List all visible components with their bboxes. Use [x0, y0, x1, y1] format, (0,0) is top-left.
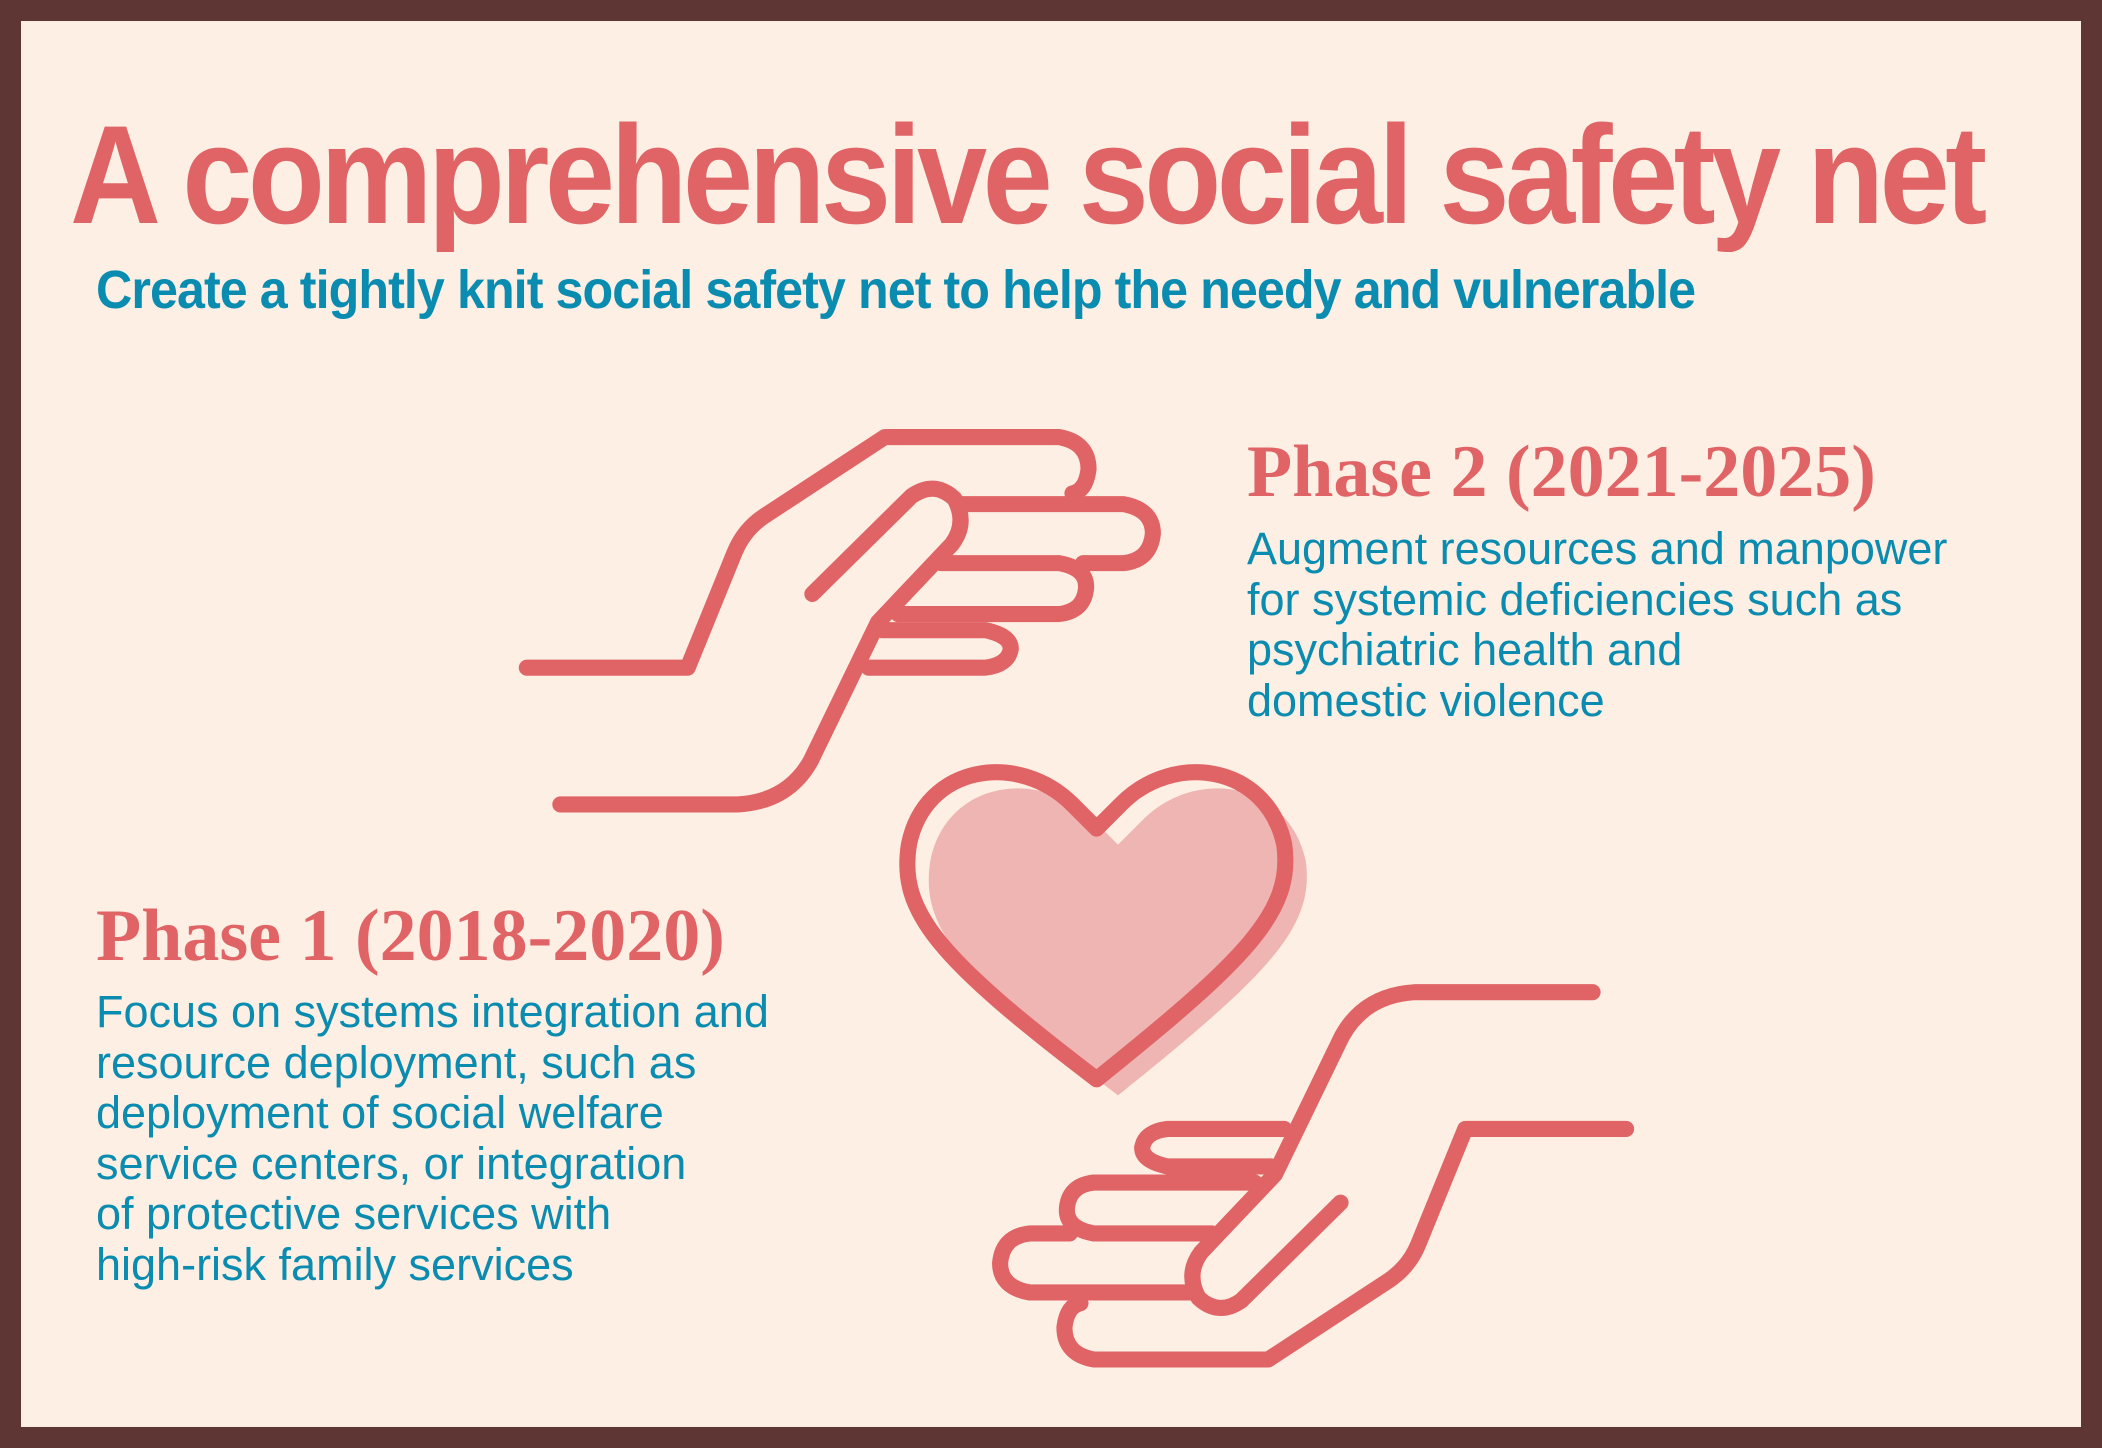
phase2-heading: Phase 2 (2021-2025): [1247, 431, 1876, 513]
phase1-description: Focus on systems integration and resourc…: [96, 986, 769, 1290]
page-title: A comprehensive social safety net: [70, 96, 1987, 253]
phase2-line: domestic violence: [1247, 674, 1605, 726]
phase2-description: Augment resources and manpower for syste…: [1247, 523, 1948, 726]
phase2-line: Augment resources and manpower: [1247, 523, 1948, 574]
phase1-line: deployment of social welfare: [96, 1087, 664, 1138]
phase2-line: for systemic deficiencies such as: [1247, 573, 1903, 625]
phase1-line: high-risk family services: [96, 1238, 574, 1290]
phase1-line: service centers, or integration: [96, 1137, 687, 1189]
phase1-line: Focus on systems integration and: [96, 986, 769, 1037]
phase1-line: resource deployment, such as: [96, 1036, 697, 1088]
poster-background: [21, 21, 2081, 1427]
page-subtitle: Create a tightly knit social safety net …: [96, 260, 1696, 320]
phase1-heading: Phase 1 (2018-2020): [96, 895, 725, 977]
receiving-hand-icon: [992, 984, 1635, 1368]
phase1-line: of protective services with: [96, 1188, 612, 1239]
giving-hand-icon: [518, 429, 1161, 813]
phase2-line: psychiatric health and: [1247, 624, 1683, 675]
heart-icon: [899, 764, 1307, 1096]
